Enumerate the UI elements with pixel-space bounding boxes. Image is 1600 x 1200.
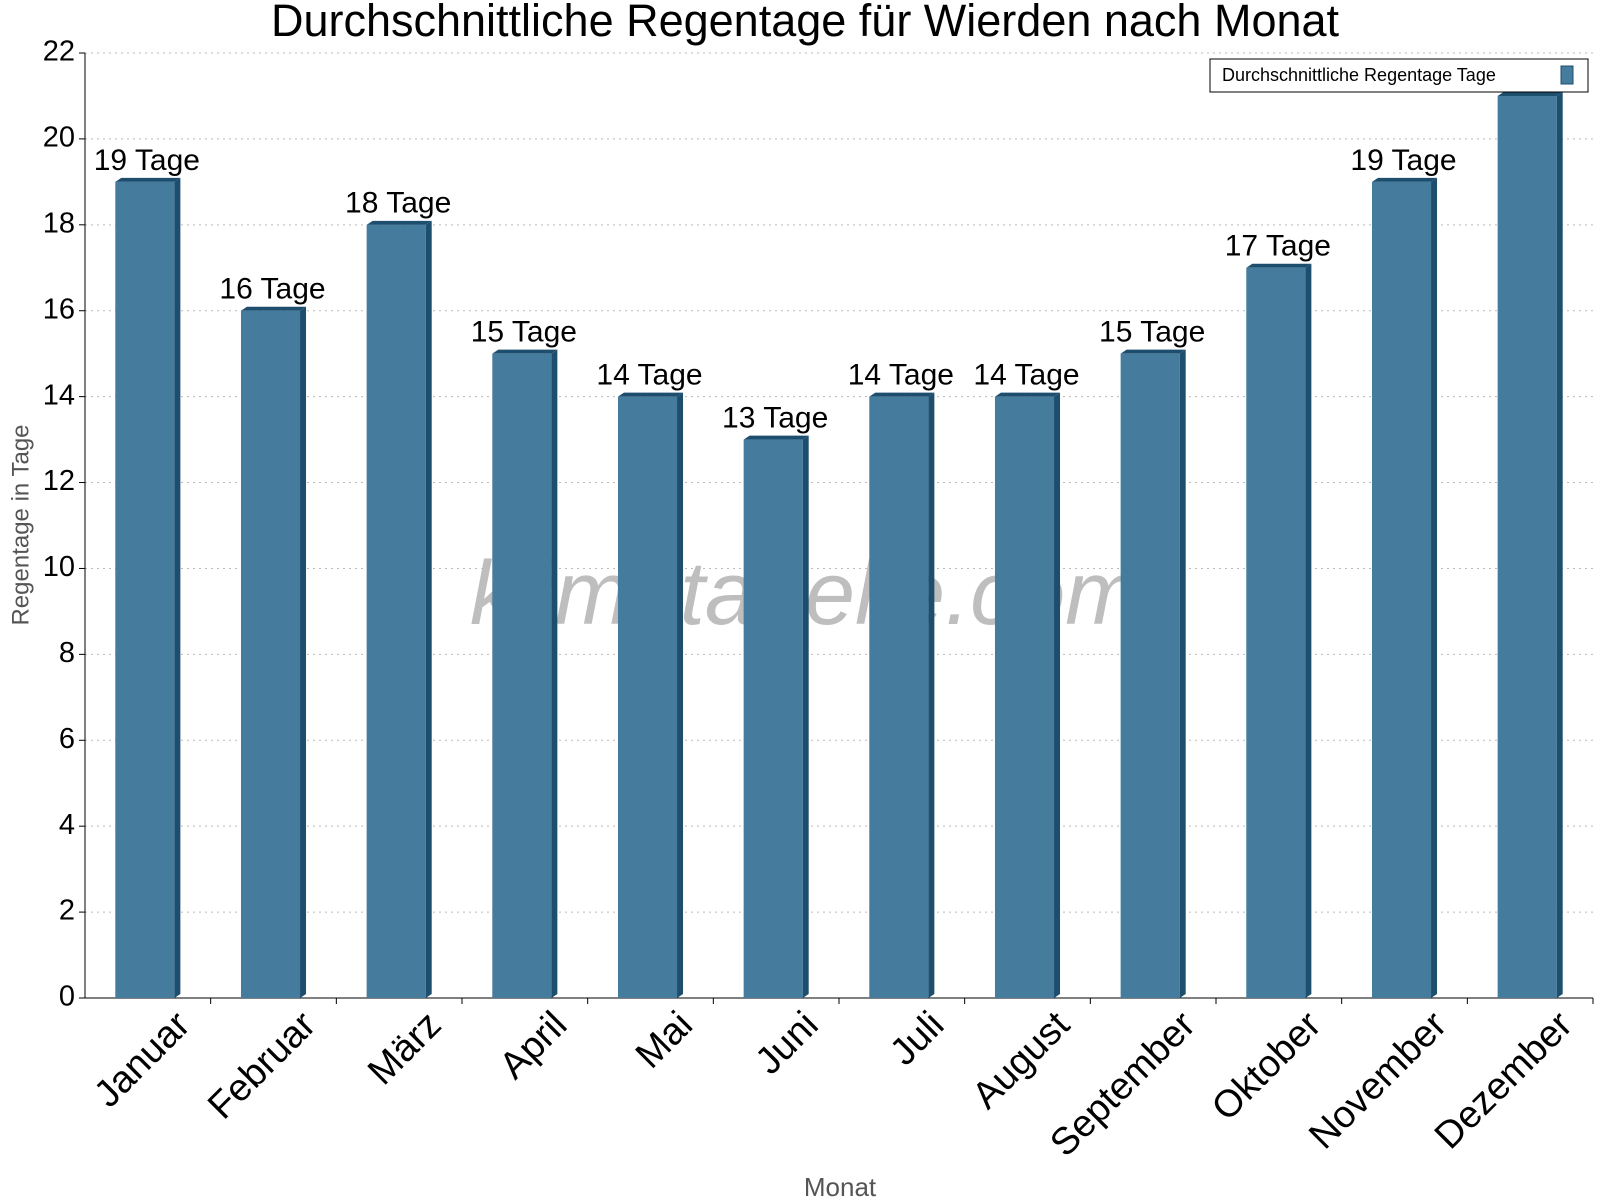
bar-side <box>928 392 935 998</box>
value-label: 17 Tage <box>1225 230 1331 263</box>
y-tick-label: 4 <box>59 809 75 841</box>
bar-top <box>115 177 181 182</box>
legend-swatch <box>1560 65 1574 85</box>
bar-top <box>743 435 809 440</box>
bar <box>492 353 552 998</box>
bar-side <box>425 220 432 998</box>
value-label: 13 Tage <box>722 402 828 435</box>
value-label: 15 Tage <box>471 316 577 349</box>
y-tick-label: 22 <box>43 36 75 68</box>
bar-side <box>551 349 558 998</box>
bar-side <box>1054 392 1061 998</box>
x-tick-label: Januar <box>86 1004 198 1116</box>
y-tick-label: 18 <box>43 207 75 239</box>
bar <box>617 396 678 998</box>
y-tick-label: 20 <box>43 122 75 154</box>
bar-side <box>802 435 809 998</box>
value-label: 14 Tage <box>848 359 954 392</box>
y-tick-label: 0 <box>59 981 75 1013</box>
x-tick-label: Juli <box>882 1004 952 1074</box>
bar-side <box>1305 263 1312 999</box>
y-tick-label: 14 <box>43 379 75 411</box>
value-label: 18 Tage <box>345 187 451 220</box>
bar <box>994 396 1055 998</box>
bar-top <box>869 392 935 397</box>
x-tick-label: Dezember <box>1427 1004 1581 1158</box>
bar-top <box>1371 177 1438 182</box>
value-label: 14 Tage <box>596 359 702 392</box>
y-tick-label: 10 <box>43 551 75 583</box>
bar-top <box>366 220 432 225</box>
bar-side <box>1179 349 1186 998</box>
bar <box>115 181 175 998</box>
bar-side <box>300 306 307 998</box>
y-tick-label: 6 <box>59 723 75 755</box>
bar <box>240 310 301 998</box>
bar <box>1246 267 1306 999</box>
bar-side <box>1556 91 1563 999</box>
bar-top <box>994 392 1061 397</box>
y-tick-label: 12 <box>43 465 75 497</box>
bar-side <box>677 392 684 998</box>
x-tick-label: Oktober <box>1204 1004 1330 1130</box>
bar <box>1120 353 1180 998</box>
x-tick-label: April <box>492 1004 575 1087</box>
x-tick-label: Mai <box>628 1004 701 1077</box>
legend-box <box>1209 58 1589 93</box>
bar-top <box>617 392 684 397</box>
x-tick-label: Februar <box>200 1004 324 1128</box>
bar-side <box>1431 177 1438 998</box>
bar <box>366 224 426 998</box>
value-label: 19 Tage <box>1350 144 1456 177</box>
x-tick-label: November <box>1301 1004 1455 1158</box>
value-label: 16 Tage <box>219 273 325 306</box>
bar <box>743 439 803 998</box>
bar-top <box>240 306 307 311</box>
y-tick-label: 8 <box>59 637 75 669</box>
bar <box>869 396 929 998</box>
bar-top <box>1246 263 1312 268</box>
bar-side <box>174 177 181 998</box>
value-label: 19 Tage <box>94 144 200 177</box>
x-tick-label: August <box>965 1003 1079 1117</box>
bar-top <box>1120 349 1186 354</box>
x-tick-label: Juni <box>748 1004 827 1083</box>
legend-label: Durchschnittliche Regentage Tage <box>1222 65 1496 85</box>
x-tick-label: März <box>360 1004 449 1093</box>
bar-top <box>1497 91 1563 96</box>
value-label: 14 Tage <box>973 359 1079 392</box>
y-tick-label: 16 <box>43 293 75 325</box>
bar <box>1497 95 1557 999</box>
bar <box>1371 181 1432 998</box>
y-tick-label: 2 <box>59 895 75 927</box>
value-label: 15 Tage <box>1099 316 1205 349</box>
chart-title: Durchschnittliche Regentage für Wierden … <box>271 0 1340 46</box>
x-axis-label: Monat <box>804 1172 877 1200</box>
y-axis-label: Regentage in Tage <box>7 424 34 625</box>
bar-top <box>492 349 558 354</box>
